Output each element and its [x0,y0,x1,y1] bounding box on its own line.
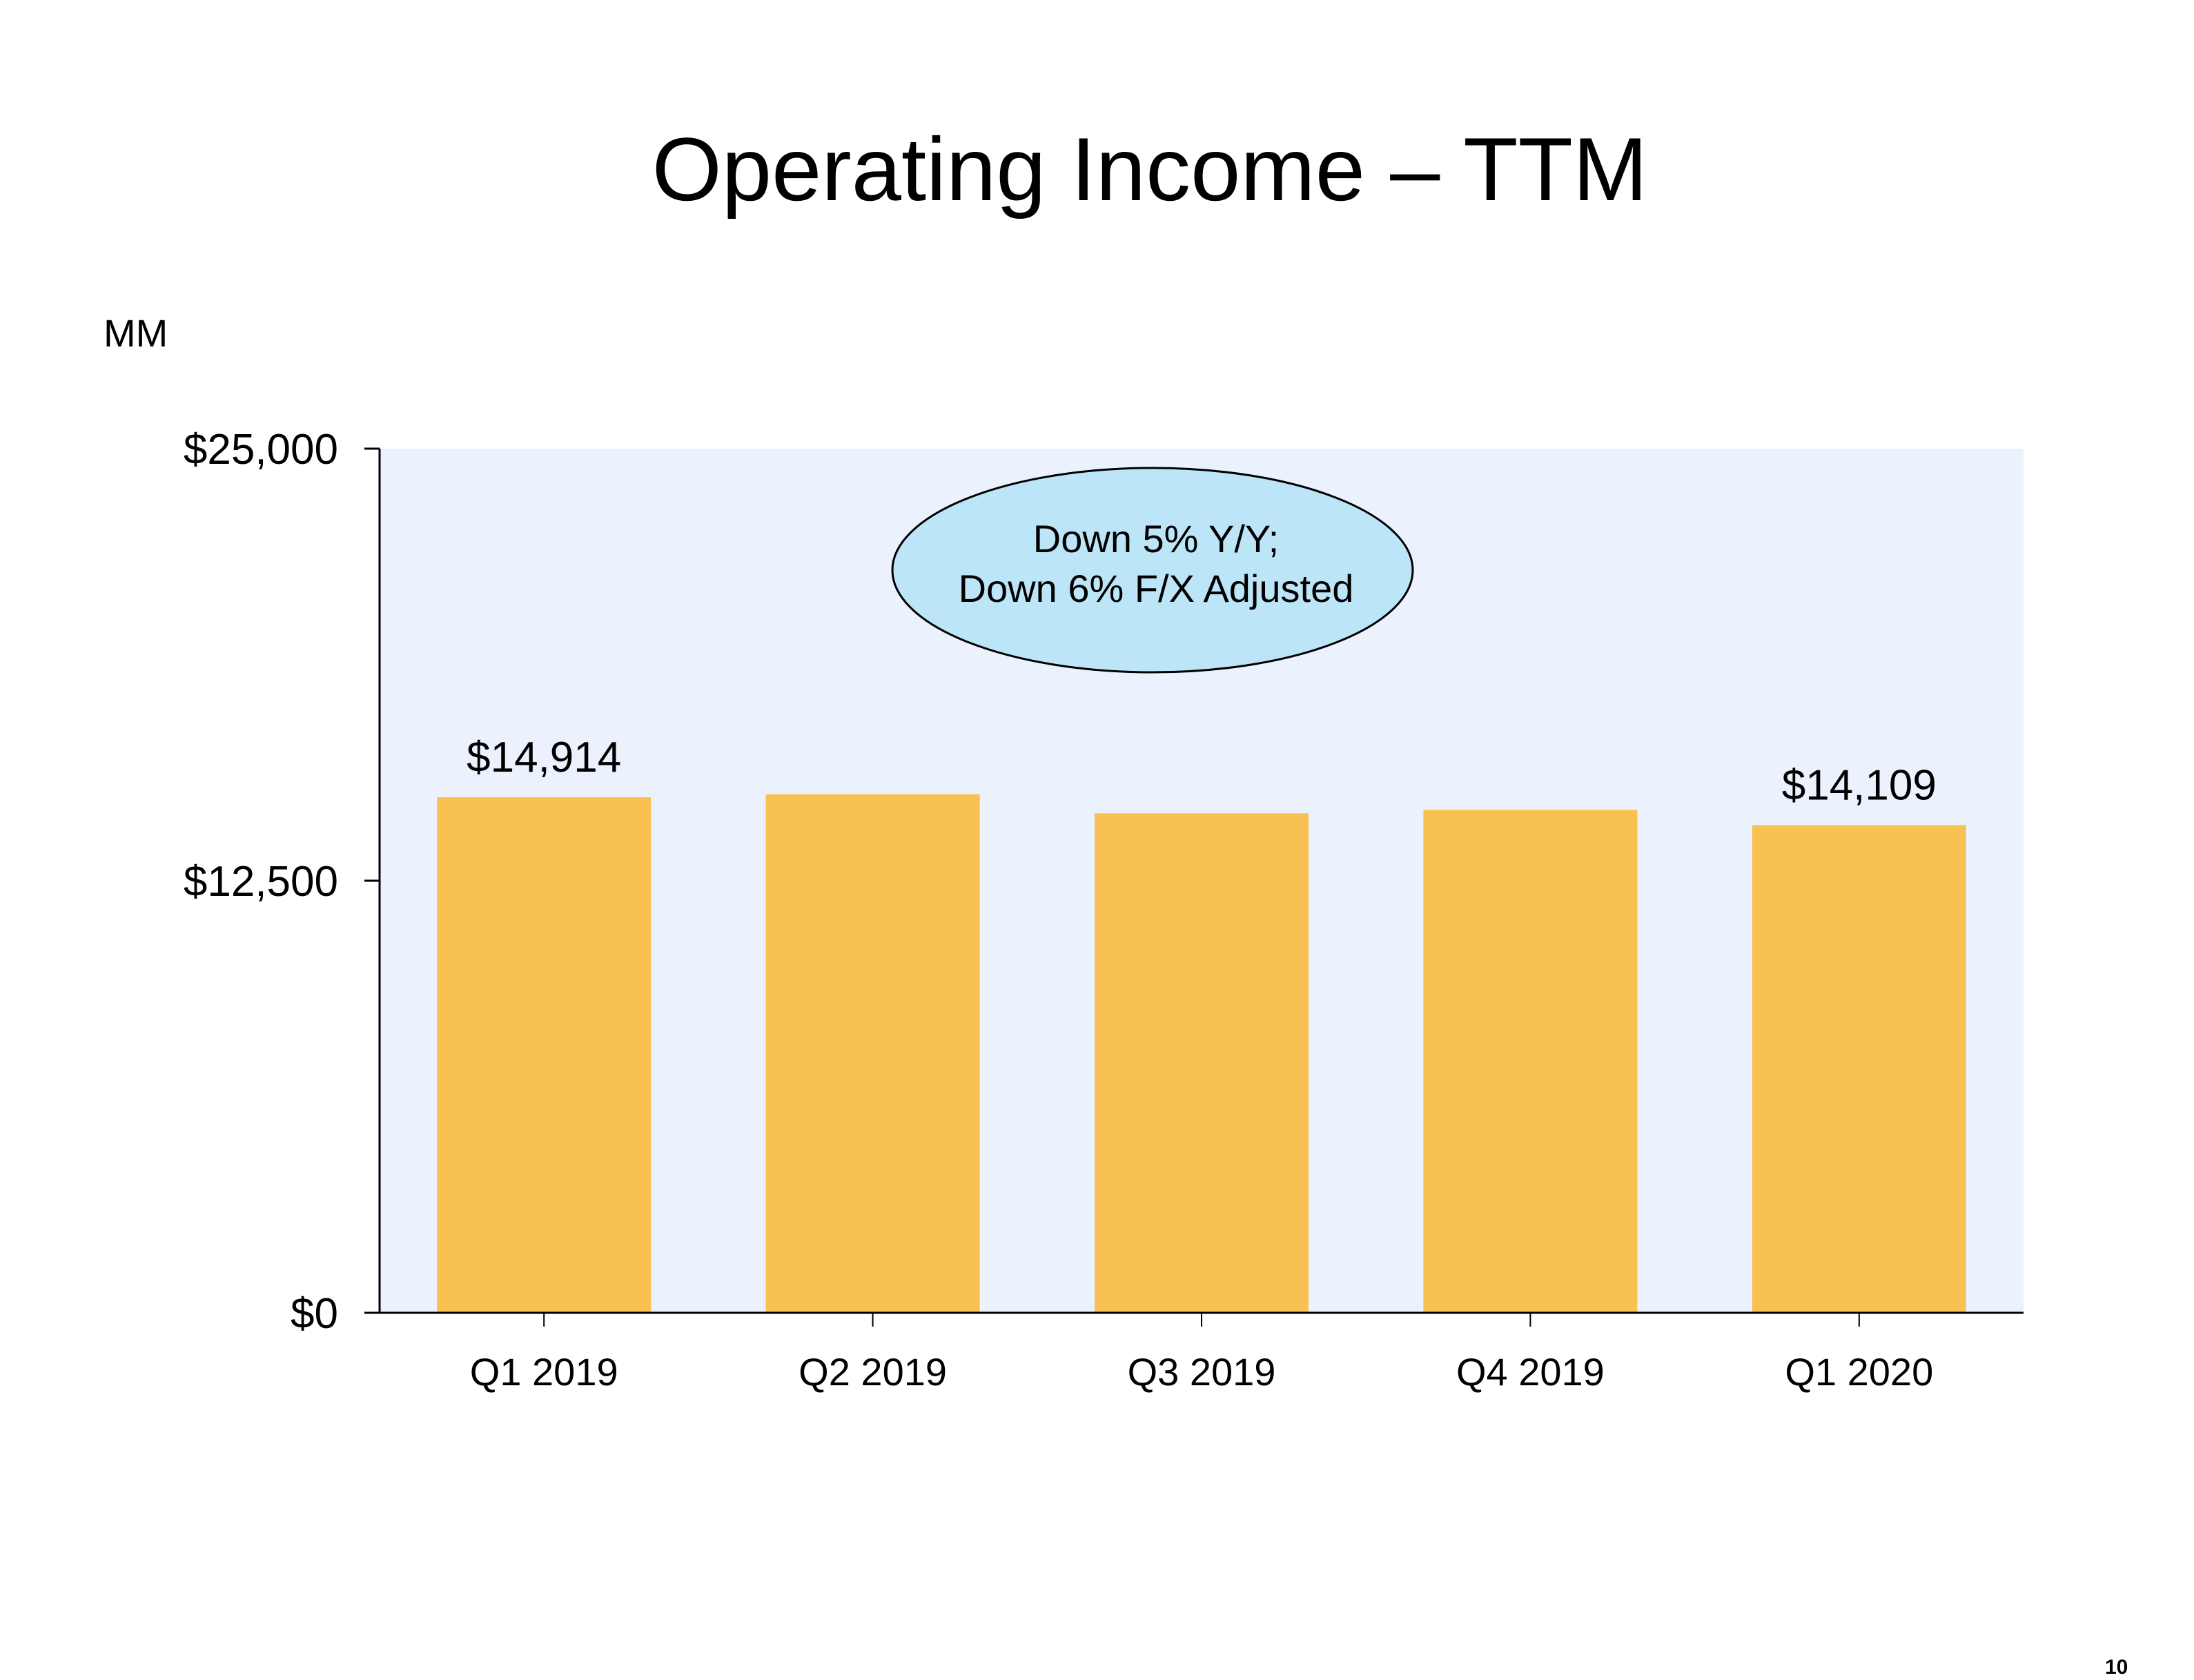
x-tick-label: Q4 2019 [1456,1350,1605,1394]
callout-line-2: Down 6% F/X Adjusted [959,567,1354,610]
x-tick-label: Q1 2019 [470,1350,618,1394]
slide-title: Operating Income – TTM [652,119,1648,219]
page-number: 10 [2105,1656,2128,1679]
unit-label: MM [104,311,168,355]
labels-layer: Q1 2019 Q2 2019 Q3 2019 Q4 2019 Q1 2020 $14,9… [184,426,1937,1394]
callout-bubble: Down 5% Y/Y; Down 6% F/X Adjusted [891,467,1414,674]
bar-q1-2019 [437,797,652,1313]
callout-ellipse [891,467,1414,674]
y-tick-label: $12,500 [184,858,338,906]
callout-line-1: Down 5% Y/Y; [1033,517,1279,560]
bar-q1-2020 [1752,825,1966,1313]
x-tick-label: Q3 2019 [1128,1350,1276,1394]
axis-layer [364,447,2024,1327]
bars-layer [437,794,1966,1313]
bar-q2-2019 [765,794,980,1313]
x-tick-label: Q2 2019 [799,1350,947,1394]
data-label: $14,109 [1782,761,1937,809]
x-tick-label: Q1 2020 [1785,1350,1933,1394]
data-label: $14,914 [467,734,621,781]
y-tick-label: $0 [291,1290,338,1338]
bar-q3-2019 [1095,813,1309,1313]
bar-q4-2019 [1423,810,1638,1313]
y-tick-label: $25,000 [184,426,338,473]
